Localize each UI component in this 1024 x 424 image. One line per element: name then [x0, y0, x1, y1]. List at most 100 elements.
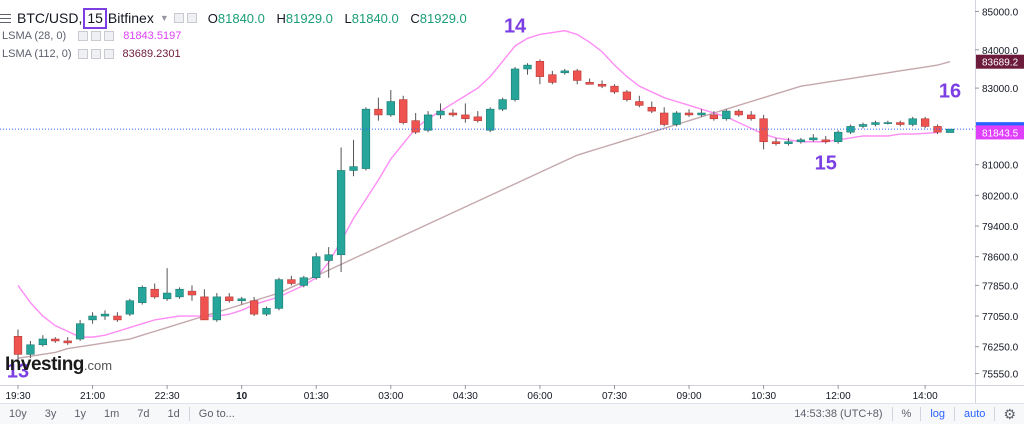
candle-up[interactable]: [175, 288, 184, 298]
candle-down[interactable]: [759, 118, 768, 143]
candle-up[interactable]: [809, 137, 818, 141]
settings-icon[interactable]: [91, 31, 102, 41]
candle-down[interactable]: [187, 290, 197, 296]
indicator-lsma112[interactable]: LSMA (112, 0) 83689.2301: [2, 47, 181, 61]
candle-up[interactable]: [75, 323, 85, 340]
candle-up[interactable]: [312, 256, 321, 279]
candle-down[interactable]: [660, 112, 669, 125]
eye-icon[interactable]: [77, 49, 88, 59]
candle-up[interactable]: [138, 287, 147, 303]
menu-icon[interactable]: [0, 13, 11, 23]
candle-up[interactable]: [672, 112, 681, 125]
candle-down[interactable]: [896, 122, 905, 125]
range-1y-button[interactable]: 1y: [74, 408, 86, 420]
candle-down[interactable]: [597, 83, 607, 87]
candle-up[interactable]: [834, 131, 843, 143]
candle-up[interactable]: [523, 64, 532, 70]
close-icon[interactable]: [104, 31, 115, 41]
candle-up[interactable]: [324, 254, 333, 261]
candle-down[interactable]: [200, 296, 209, 321]
settings-icon[interactable]: [90, 49, 101, 59]
candle-down[interactable]: [635, 101, 644, 106]
candle-down[interactable]: [535, 60, 545, 77]
candle-up[interactable]: [162, 292, 172, 300]
candle-up[interactable]: [26, 344, 35, 355]
candle-up[interactable]: [510, 68, 520, 100]
goto-button[interactable]: Go to...: [198, 408, 235, 420]
range-3y-button[interactable]: 3y: [44, 408, 57, 420]
candle-up[interactable]: [486, 108, 495, 131]
settings-icon[interactable]: [186, 13, 197, 23]
range-1m-button[interactable]: 1m: [104, 408, 120, 420]
candle-up[interactable]: [784, 141, 793, 144]
candle-down[interactable]: [399, 99, 408, 123]
candle-up[interactable]: [38, 338, 48, 346]
candle-down[interactable]: [448, 112, 458, 116]
candle-up[interactable]: [846, 126, 855, 133]
candle-up[interactable]: [722, 110, 731, 120]
range-1d-button[interactable]: 1d: [167, 408, 180, 420]
candle-up[interactable]: [349, 166, 358, 171]
candle-down[interactable]: [374, 108, 383, 116]
candle-up[interactable]: [697, 112, 706, 116]
candle-down[interactable]: [573, 70, 582, 81]
candle-up[interactable]: [88, 315, 97, 321]
interval-label[interactable]: 15: [83, 7, 107, 29]
log-button[interactable]: log: [930, 408, 946, 420]
candle-up[interactable]: [125, 300, 134, 315]
candle-down[interactable]: [734, 110, 743, 116]
candle-down[interactable]: [461, 114, 470, 120]
percent-button[interactable]: %: [901, 408, 912, 420]
candle-up[interactable]: [100, 313, 110, 317]
candle-up[interactable]: [945, 128, 955, 133]
indicator-lsma28[interactable]: LSMA (28, 0) 81843.5197: [2, 29, 181, 43]
eye-icon[interactable]: [173, 13, 184, 23]
candle-down[interactable]: [287, 279, 296, 284]
candle-up[interactable]: [237, 298, 246, 302]
candle-up[interactable]: [796, 139, 806, 143]
candle-up[interactable]: [262, 308, 271, 315]
candle-down[interactable]: [249, 300, 259, 315]
eye-icon[interactable]: [78, 31, 89, 41]
candle-up[interactable]: [299, 277, 308, 286]
candle-down[interactable]: [585, 82, 594, 85]
auto-button[interactable]: auto: [964, 408, 986, 420]
candle-up[interactable]: [908, 118, 917, 125]
chevron-down-icon[interactable]: ▼: [159, 13, 169, 23]
candle-down[interactable]: [51, 338, 60, 342]
candle-down[interactable]: [933, 126, 942, 133]
candle-down[interactable]: [709, 114, 719, 120]
candle-up[interactable]: [361, 108, 371, 169]
chart-area[interactable]: 85000.084000.083000.082000.081000.080200…: [0, 0, 1024, 403]
candle-up[interactable]: [386, 101, 395, 116]
candle-down[interactable]: [920, 118, 930, 127]
candle-up[interactable]: [858, 124, 868, 127]
candle-up[interactable]: [423, 114, 433, 131]
candle-up[interactable]: [274, 279, 284, 309]
candle-down[interactable]: [150, 288, 159, 298]
candle-up[interactable]: [212, 296, 221, 321]
candle-up[interactable]: [436, 110, 445, 116]
candle-down[interactable]: [63, 340, 72, 344]
candle-down[interactable]: [13, 336, 23, 355]
candle-down[interactable]: [747, 114, 756, 120]
candle-up[interactable]: [498, 99, 507, 110]
candle-down[interactable]: [411, 120, 420, 133]
close-icon[interactable]: [103, 49, 114, 59]
candle-down[interactable]: [113, 315, 122, 321]
candle-down[interactable]: [647, 106, 656, 112]
candle-down[interactable]: [473, 116, 482, 121]
candle-down[interactable]: [225, 296, 234, 302]
candle-down[interactable]: [622, 91, 632, 100]
candle-down[interactable]: [684, 112, 694, 116]
candle-down[interactable]: [821, 139, 830, 143]
candle-up[interactable]: [883, 122, 893, 124]
gear-icon[interactable]: ⚙: [1003, 406, 1016, 422]
candle-up[interactable]: [871, 122, 880, 125]
candle-up[interactable]: [560, 70, 569, 74]
symbol-label[interactable]: BTC/USD,: [17, 10, 83, 26]
candle-down[interactable]: [548, 74, 557, 83]
range-7d-button[interactable]: 7d: [137, 408, 150, 420]
candle-up[interactable]: [336, 170, 346, 256]
candle-down[interactable]: [610, 85, 619, 93]
